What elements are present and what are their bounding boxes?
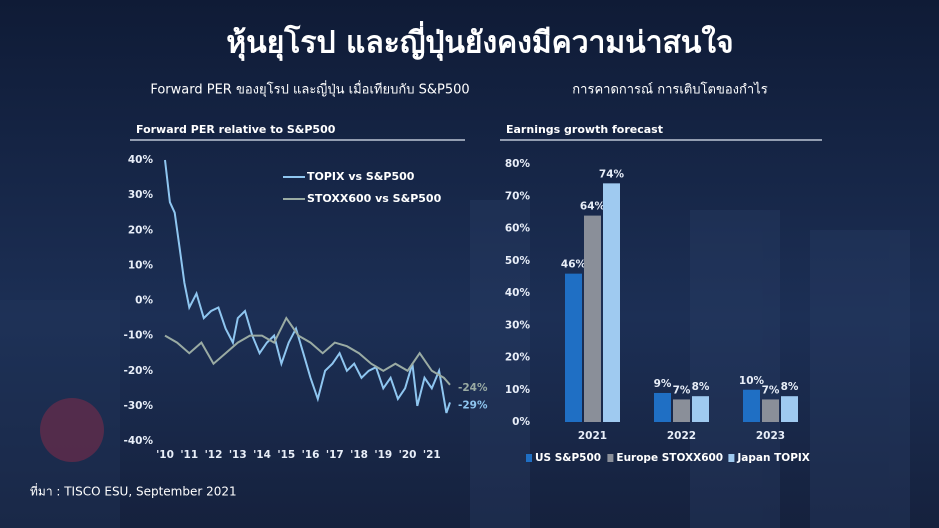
y-tick-label: -20% xyxy=(124,365,154,377)
series-line xyxy=(164,316,451,386)
legend-swatch xyxy=(607,454,614,462)
y-tick-label: 0% xyxy=(512,416,530,428)
value-label: 8% xyxy=(781,381,799,393)
chart-heading: การคาดการณ์ การเติบโตของกำไร xyxy=(572,82,767,98)
y-tick-label: 30% xyxy=(505,319,531,331)
bar xyxy=(762,399,779,422)
source: ที่มา : TISCO ESU, September 2021 xyxy=(30,483,237,499)
x-tick-label: 2021 xyxy=(578,430,607,442)
y-tick-label: 60% xyxy=(505,223,531,235)
x-tick-label: '13 xyxy=(229,449,247,461)
y-tick-label: 70% xyxy=(505,190,531,202)
value-label: 7% xyxy=(673,384,691,396)
y-tick-label: -30% xyxy=(124,400,154,412)
x-tick-label: '15 xyxy=(277,449,295,461)
x-tick-label: 2022 xyxy=(667,430,696,442)
end-label: -24% xyxy=(458,382,488,394)
value-label: 7% xyxy=(762,384,780,396)
decor-circle xyxy=(40,398,104,462)
bar xyxy=(781,396,798,422)
legend-swatch xyxy=(728,454,735,462)
y-tick-label: 30% xyxy=(128,189,154,201)
y-tick-label: 80% xyxy=(505,158,531,170)
x-tick-label: '16 xyxy=(302,449,320,461)
end-label: -29% xyxy=(458,399,488,411)
value-label: 9% xyxy=(654,378,672,390)
bar xyxy=(603,183,620,422)
slide-title: หุ้นยุโรป และญี่ปุ่นยังคงมีความน่าสนใจ xyxy=(226,21,733,62)
x-tick-label: '20 xyxy=(399,449,417,461)
x-tick-label: '11 xyxy=(180,449,198,461)
value-label: 8% xyxy=(692,381,710,393)
y-tick-label: -10% xyxy=(124,330,154,342)
bar xyxy=(692,396,709,422)
bar xyxy=(654,392,671,422)
chart-title: Forward PER relative to S&P500 xyxy=(136,123,336,136)
value-label: 74% xyxy=(599,168,625,180)
series-line xyxy=(164,159,451,414)
value-label: 64% xyxy=(580,201,606,213)
bar xyxy=(673,399,690,422)
legend-label: Japan TOPIX xyxy=(736,452,810,464)
x-tick-label: '21 xyxy=(423,449,441,461)
bar xyxy=(584,215,601,422)
legend-label: US S&P500 xyxy=(535,452,601,464)
y-tick-label: 50% xyxy=(505,255,531,267)
bar xyxy=(565,273,582,422)
legend-label: Europe STOXX600 xyxy=(616,452,723,464)
x-tick-label: '17 xyxy=(326,449,344,461)
x-tick-label: '12 xyxy=(205,449,223,461)
y-tick-label: 40% xyxy=(505,287,531,299)
y-tick-label: 40% xyxy=(128,154,154,166)
x-tick-label: '19 xyxy=(374,449,392,461)
y-tick-label: 10% xyxy=(128,259,154,271)
value-label: 10% xyxy=(739,375,765,387)
y-tick-label: -40% xyxy=(124,435,154,447)
y-tick-label: 20% xyxy=(128,224,154,236)
legend-label: TOPIX vs S&P500 xyxy=(307,170,415,183)
x-tick-label: '10 xyxy=(156,449,174,461)
chart-title: Earnings growth forecast xyxy=(506,123,663,136)
bar xyxy=(743,389,760,422)
x-tick-label: 2023 xyxy=(756,430,785,442)
chart-heading: Forward PER ของยุโรป และญี่ปุ่น เมื่อเที… xyxy=(150,81,469,98)
value-label: 46% xyxy=(561,259,587,271)
y-tick-label: 10% xyxy=(505,384,531,396)
x-tick-label: '18 xyxy=(350,449,368,461)
x-tick-label: '14 xyxy=(253,449,271,461)
legend-label: STOXX600 vs S&P500 xyxy=(307,192,442,205)
y-tick-label: 20% xyxy=(505,352,531,364)
legend-swatch xyxy=(526,454,532,462)
y-tick-label: 0% xyxy=(135,295,153,307)
